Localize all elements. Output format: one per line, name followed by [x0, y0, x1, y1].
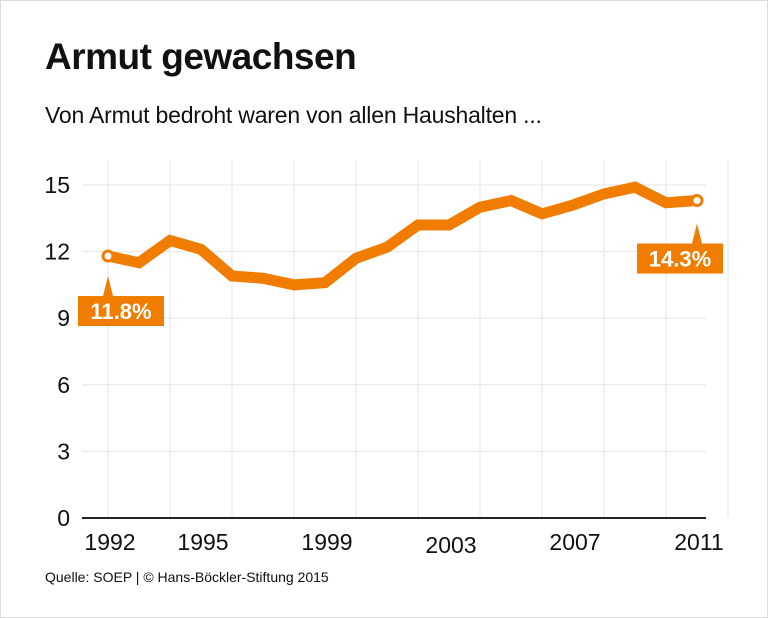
data-point: [101, 249, 115, 263]
y-tick-label: 15: [44, 172, 70, 198]
x-tick-label: 2011: [674, 529, 723, 555]
y-axis-ticks: 0 3 6 9 12 15: [44, 172, 70, 531]
x-axis-ticks: 1992 1995 1999 2003 2007 2011: [84, 529, 723, 558]
source-note: Quelle: SOEP | © Hans-Böckler-Stiftung 2…: [45, 569, 329, 585]
y-tick-label: 0: [57, 505, 70, 531]
x-tick-label: 1992: [84, 529, 135, 555]
annotation-box: [78, 296, 164, 327]
x-tick-label: 1995: [177, 529, 228, 555]
annotation-pointer: [692, 223, 702, 244]
data-point: [690, 194, 704, 208]
x-tick-label: 1999: [301, 529, 352, 555]
annotation-label: 14.3%: [649, 247, 711, 272]
y-tick-label: 3: [57, 438, 70, 464]
y-tick-label: 6: [57, 372, 70, 398]
annotation-pointer: [103, 276, 113, 297]
series-poverty-rate: [101, 181, 704, 291]
x-tick-label: 2003: [425, 532, 476, 558]
chart-title: Armut gewachsen: [45, 36, 357, 77]
y-tick-label: 9: [57, 305, 70, 331]
y-tick-label: 12: [44, 239, 70, 265]
chart-subtitle: Von Armut bedroht waren von allen Hausha…: [45, 102, 542, 128]
annotation-label: 11.8%: [90, 299, 151, 324]
series-line: [106, 181, 698, 291]
annotation-box: [637, 243, 723, 274]
x-tick-label: 2007: [549, 529, 600, 555]
gridlines: [82, 160, 729, 518]
annotations: 11.8% 14.3%: [78, 223, 723, 327]
